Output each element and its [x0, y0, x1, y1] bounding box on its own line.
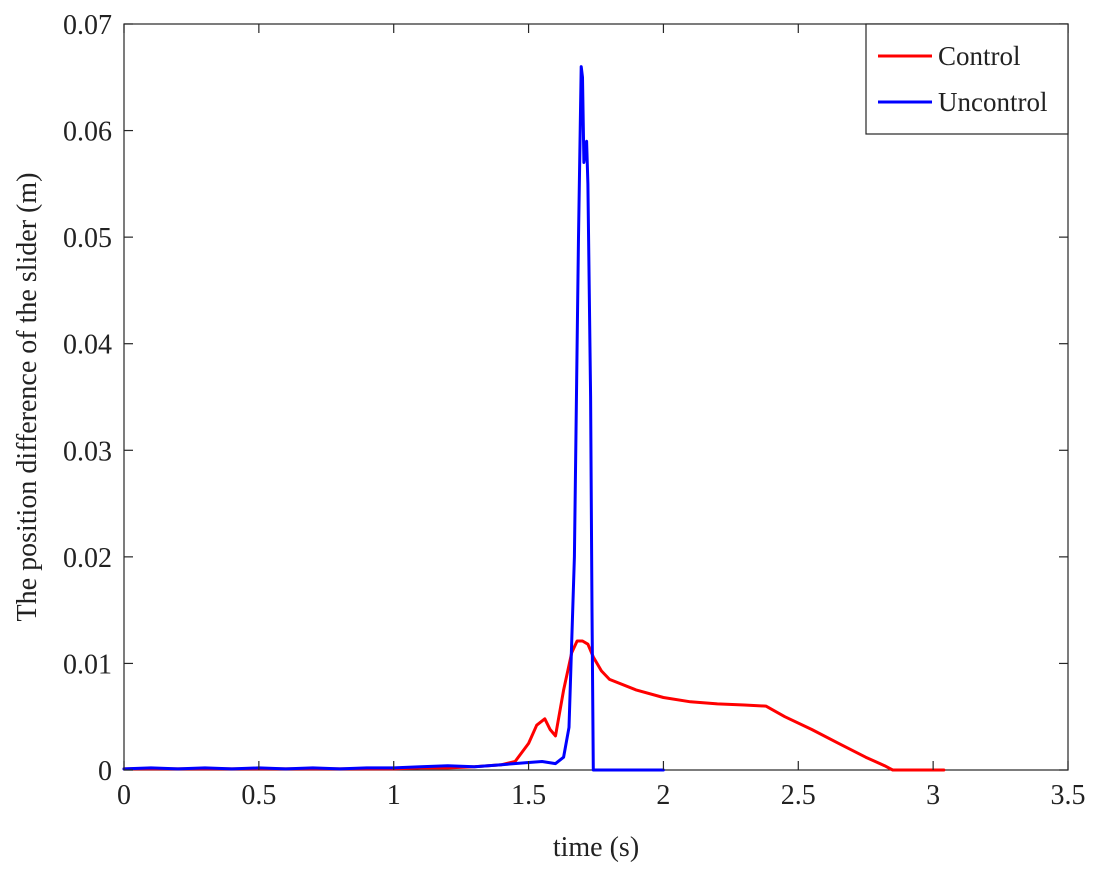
- y-tick-label: 0.06: [63, 117, 112, 148]
- x-tick-label: 0.5: [241, 780, 276, 811]
- legend-entry-label: Control: [938, 41, 1021, 71]
- y-tick-label: 0.03: [63, 436, 112, 467]
- y-tick-label: 0.05: [63, 223, 112, 254]
- legend: Control Uncontrol: [865, 23, 1069, 135]
- y-tick-label: 0.02: [63, 543, 112, 574]
- x-tick-label: 1: [387, 780, 401, 811]
- x-tick-label: 3: [926, 780, 940, 811]
- y-tick-label: 0.04: [63, 330, 112, 361]
- legend-entry-label: Uncontrol: [938, 87, 1047, 117]
- plot-area-frame: [123, 23, 1069, 771]
- x-tick-label: 1.5: [511, 780, 546, 811]
- y-tick-label: 0: [98, 756, 112, 787]
- x-tick-label: 0: [117, 780, 131, 811]
- y-tick-label: 0.01: [63, 649, 112, 680]
- y-tick-label: 0.07: [63, 10, 112, 41]
- y-axis-title: The position difference of the slider (m…: [12, 173, 43, 622]
- x-tick-label: 2: [656, 780, 670, 811]
- x-tick-label: 2.5: [781, 780, 816, 811]
- series-line-uncontrol: [122, 65, 665, 772]
- legend-box: [865, 23, 1069, 135]
- x-tick-label: 3.5: [1051, 780, 1086, 811]
- x-axis-title: time (s): [553, 832, 639, 863]
